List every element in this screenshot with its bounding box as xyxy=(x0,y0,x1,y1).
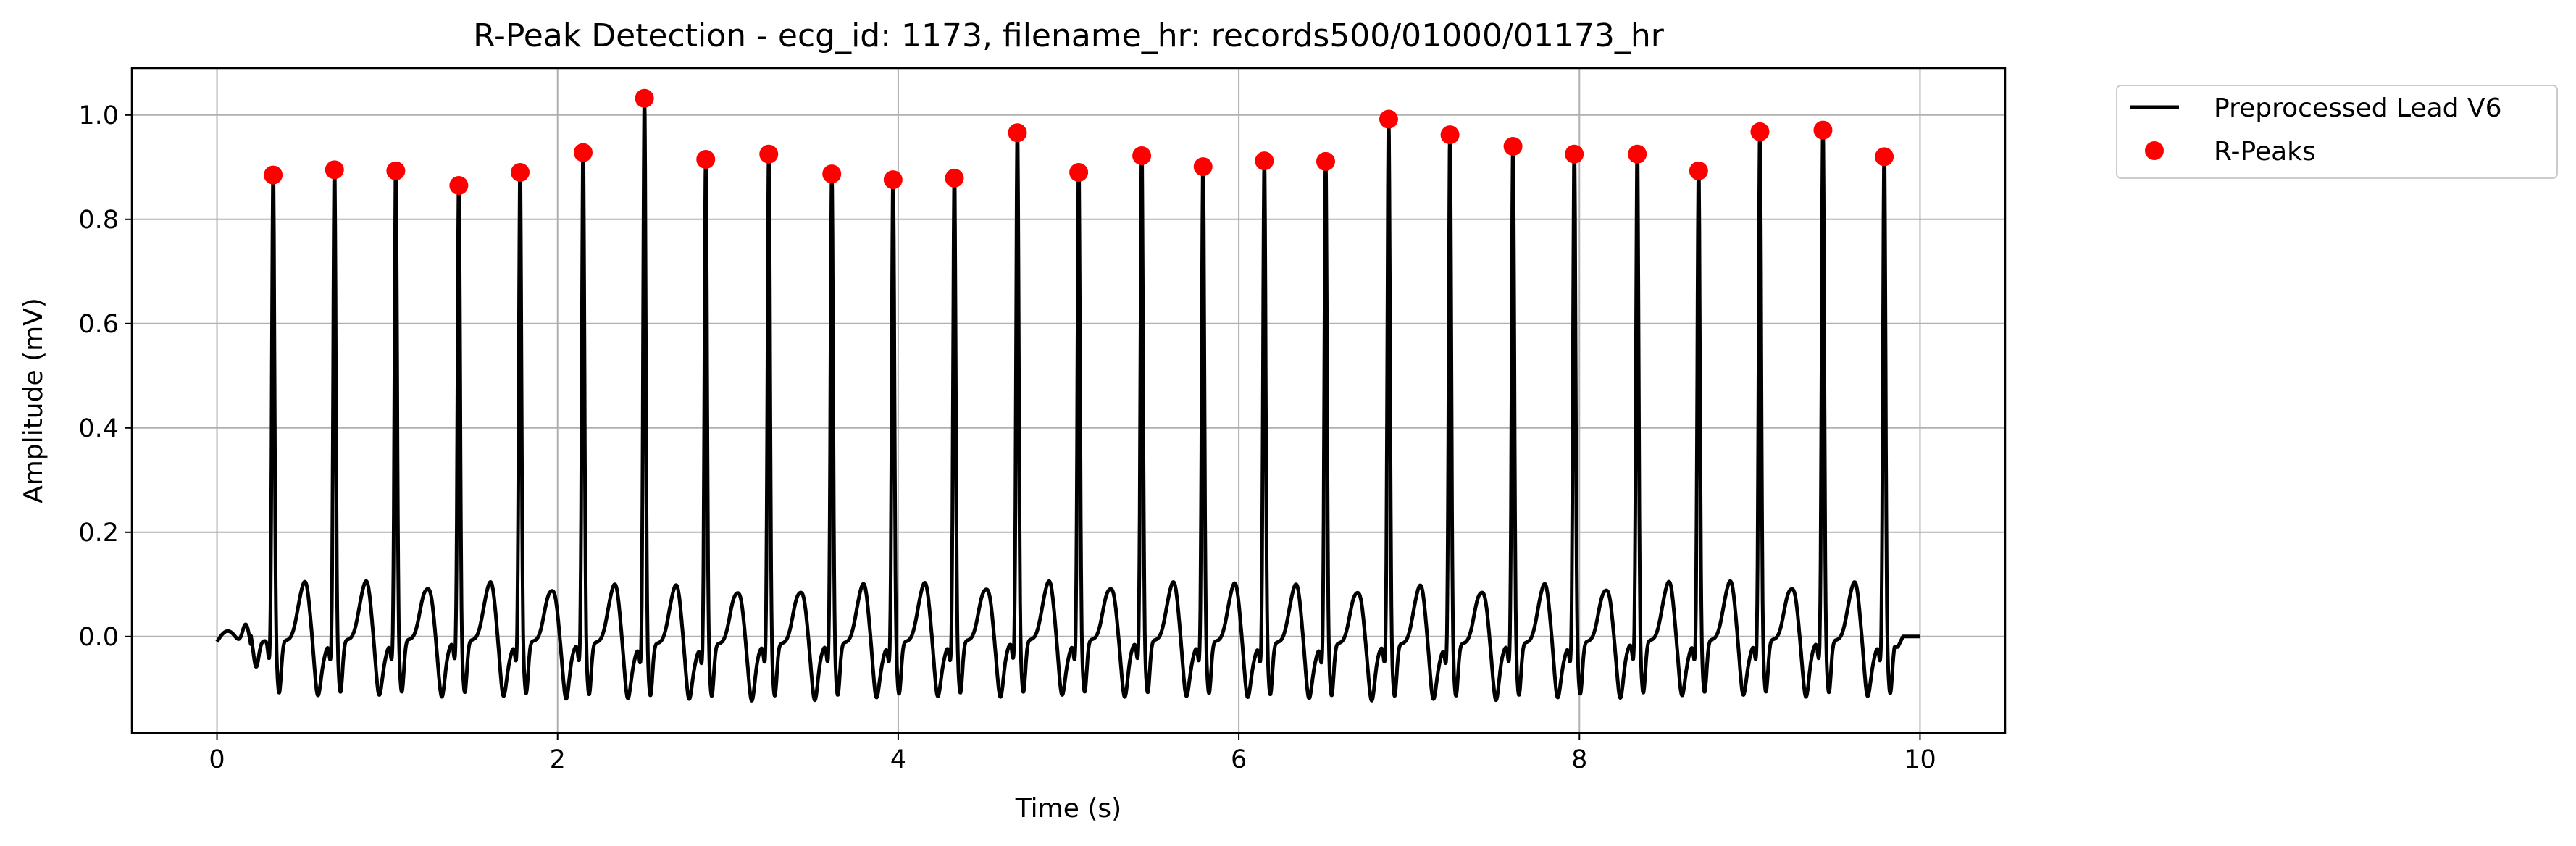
tick-layer: 0 2 4 6 8 10 0.0 0.2 0.4 0.6 0.8 1.0 xyxy=(78,101,1936,774)
data-layer xyxy=(215,88,1920,703)
plot-frame xyxy=(130,67,2007,734)
r-peak-point xyxy=(759,144,779,164)
y-axis-label: Amplitude (mV) xyxy=(19,298,49,503)
r-peak-point xyxy=(1689,161,1708,180)
r-peak-point xyxy=(1255,151,1274,171)
legend-dot-swatch xyxy=(2145,141,2164,160)
r-peak-point xyxy=(511,163,530,182)
r-peak-point xyxy=(945,168,964,188)
r-peak-point xyxy=(573,143,593,162)
x-tick-label: 10 xyxy=(1904,745,1936,774)
y-tick-label: 0.2 xyxy=(78,519,119,548)
r-peak-point xyxy=(883,170,903,190)
chart-title: R-Peak Detection - ecg_id: 1173, filenam… xyxy=(473,17,1665,54)
r-peak-point xyxy=(264,165,283,185)
x-tick-label: 4 xyxy=(890,745,906,774)
r-peak-point xyxy=(822,164,842,184)
r-peak-point xyxy=(1875,147,1894,167)
r-peak-point xyxy=(1316,151,1335,171)
r-peak-point xyxy=(325,160,344,180)
r-peak-point xyxy=(635,88,654,108)
legend-label-preprocessed-lead: Preprocessed Lead V6 xyxy=(2214,93,2501,123)
r-peak-point xyxy=(1813,120,1833,140)
y-tick-label: 0.4 xyxy=(78,414,119,443)
x-tick-label: 0 xyxy=(209,745,225,774)
y-tick-label: 0.6 xyxy=(78,310,119,339)
x-tick-label: 8 xyxy=(1571,745,1587,774)
r-peak-point xyxy=(1132,146,1152,165)
r-peak-point xyxy=(1503,137,1523,156)
r-peak-point xyxy=(1193,157,1213,177)
r-peak-point xyxy=(1750,122,1770,141)
ecg-signal-line xyxy=(215,93,1920,703)
x-tick-label: 6 xyxy=(1231,745,1247,774)
legend-box xyxy=(2116,85,2558,179)
r-peak-point xyxy=(1008,123,1027,143)
r-peak-point xyxy=(696,150,716,169)
r-peak-point xyxy=(1628,144,1647,164)
y-tick-label: 0.8 xyxy=(78,206,119,235)
x-axis-label: Time (s) xyxy=(1015,794,1121,824)
y-tick-label: 0.0 xyxy=(78,623,119,652)
x-tick-label: 2 xyxy=(550,745,566,774)
r-peak-point xyxy=(386,161,406,180)
r-peak-point xyxy=(1379,109,1398,129)
r-peak-point xyxy=(1069,163,1089,182)
legend-label-r-peaks: R-Peaks xyxy=(2214,137,2316,167)
r-peak-point xyxy=(1440,125,1460,145)
y-tick-label: 1.0 xyxy=(78,101,119,130)
legend: Preprocessed Lead V6 R-Peaks xyxy=(2116,85,2558,179)
r-peak-point xyxy=(1565,144,1584,164)
r-peak-point xyxy=(449,176,469,195)
